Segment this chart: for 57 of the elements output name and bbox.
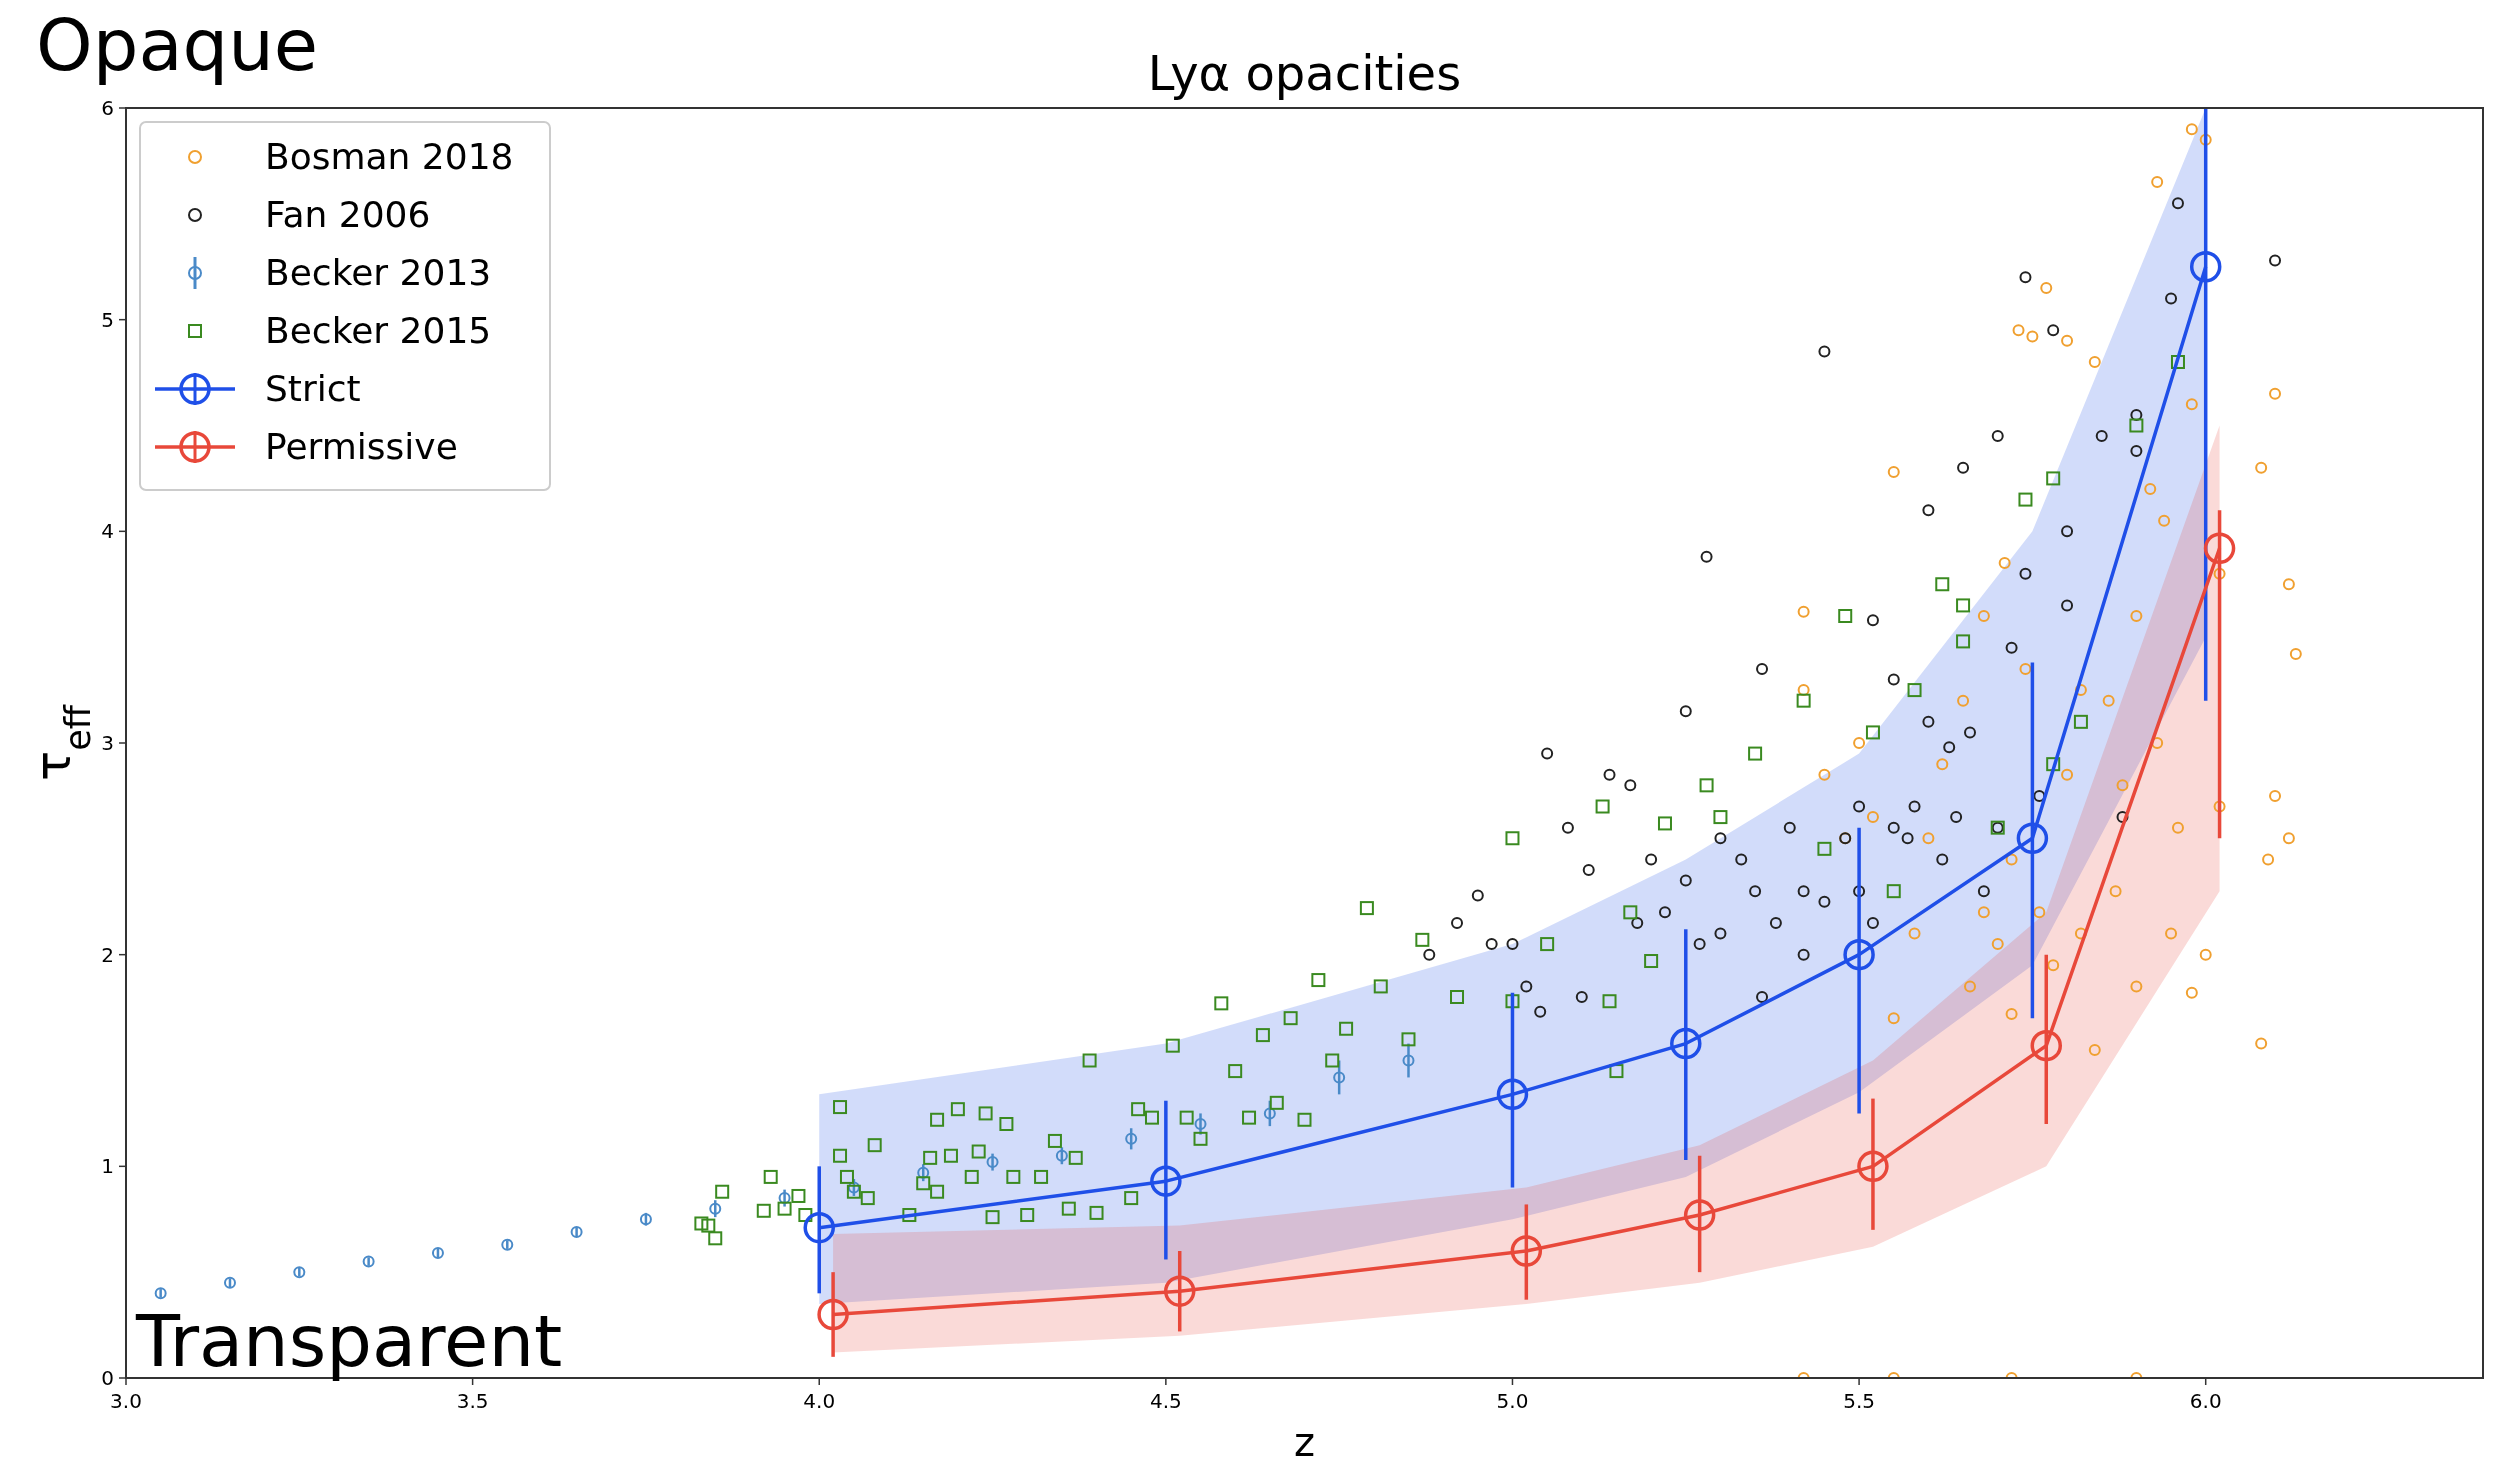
point [917,1166,930,1179]
point [2189,251,2222,283]
text: Opaque [36,3,319,87]
point [362,1255,375,1268]
point [709,1202,722,1215]
x-tick-label: 3.5 [456,1389,489,1413]
point [1163,1275,1196,1307]
x-tick-label: 6.0 [2189,1389,2222,1413]
point [501,1238,514,1251]
point [154,1287,167,1300]
x-axis-title: z [1294,1419,1315,1465]
legend-label: Bosman 2018 [265,136,514,177]
y-tick-label: 0 [101,1366,114,1390]
point [817,1298,849,1331]
point [986,1156,999,1169]
point [2030,1029,2063,1062]
point [1263,1107,1276,1120]
legend-label: Becker 2013 [265,252,492,293]
point [1857,1150,1889,1183]
y-tick-label: 6 [101,96,114,120]
point [847,1181,860,1194]
x-tick-label: 4.5 [1149,1389,1182,1413]
point [1510,1235,1543,1267]
point [1670,1027,1702,1060]
point [1125,1132,1138,1145]
point [1333,1071,1346,1084]
point [570,1225,583,1238]
point [778,1192,791,1205]
x-tick-label: 3.0 [110,1389,142,1413]
y-tick-label: 1 [101,1154,114,1179]
annotation: Transparent [135,1299,563,1383]
y-tick-label: 2 [101,942,114,967]
legend-label: Becker 2015 [265,310,492,351]
legend-label: Strict [265,368,361,409]
y-tick-label: 5 [101,307,114,332]
point [1496,1078,1529,1111]
point [2203,532,2236,565]
point [1402,1054,1415,1067]
legend-label: Fan 2006 [265,194,431,235]
point [223,1276,236,1289]
point [2016,822,2049,854]
point [639,1213,652,1226]
point [293,1266,306,1279]
legend-label: Permissive [265,426,458,467]
y-tick-label: 3 [101,731,114,755]
x-tick-label: 5.0 [1496,1389,1529,1413]
x-tick-label: 5.5 [1843,1389,1875,1413]
x-tick-label: 4.0 [803,1389,836,1413]
point [1194,1118,1207,1130]
point [1150,1165,1182,1197]
point [1055,1149,1068,1162]
point [1683,1199,1716,1231]
point [431,1247,444,1260]
point [803,1211,835,1244]
chart-title: Lyα opacities [1147,45,1462,101]
y-tick-label: 4 [101,519,114,544]
point [1843,938,1875,971]
